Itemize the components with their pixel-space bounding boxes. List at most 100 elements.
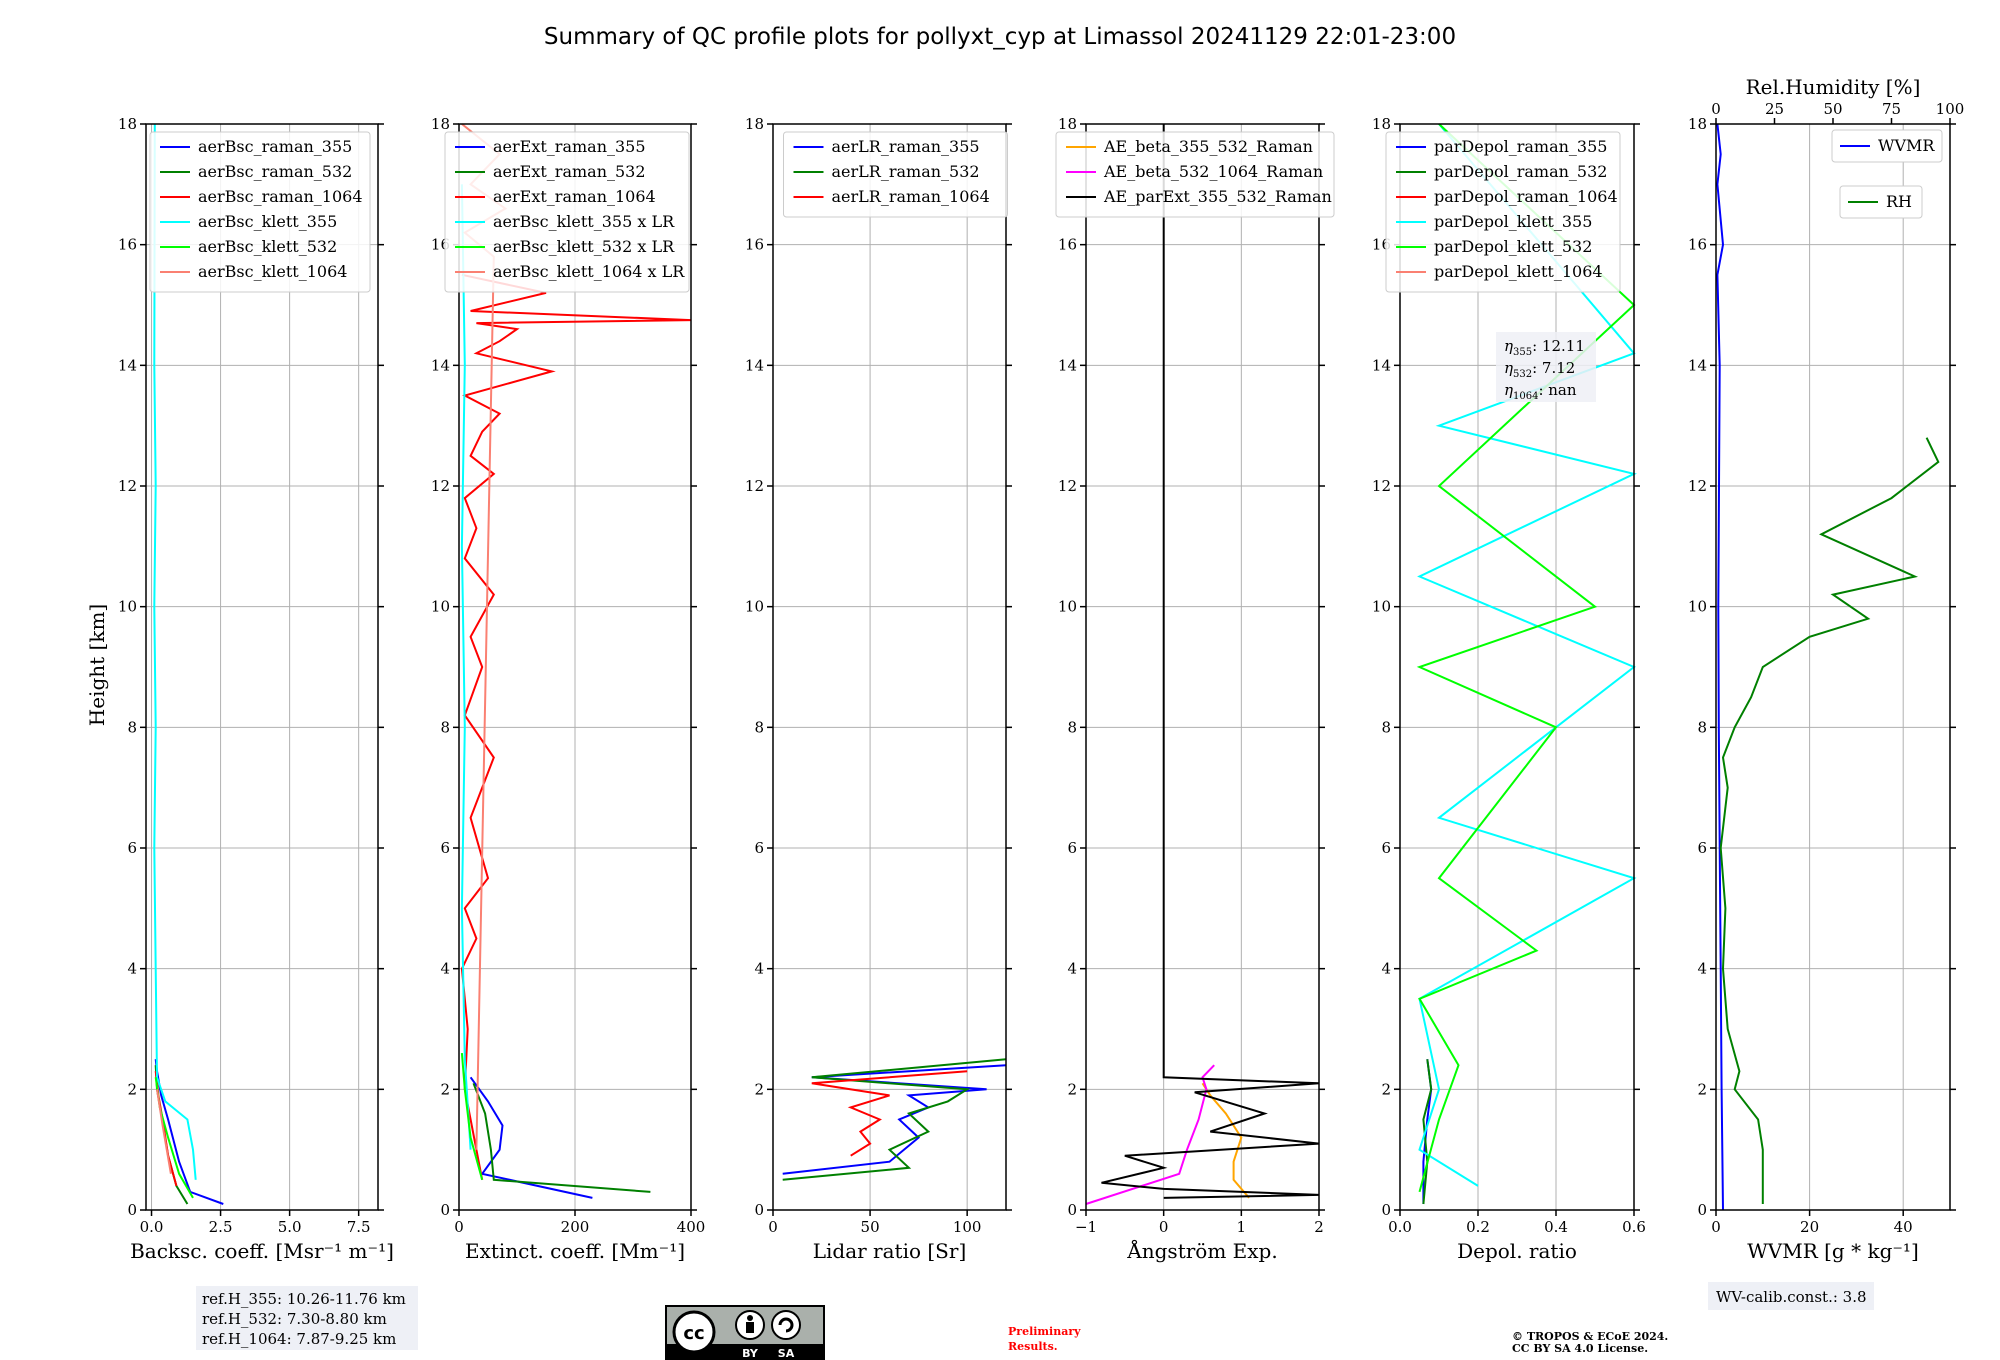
x-tick-label: 0.0 [1388,1218,1412,1236]
series-line-WVMR [1716,123,1725,1211]
y-tick-label: 10 [745,598,764,616]
legend-label: aerBsc_klett_532 [198,237,337,256]
legend-label: aerLR_raman_355 [832,137,980,156]
legend: AE_beta_355_532_Raman AE_beta_532_1064_Ra… [1055,131,1335,218]
y-tick-label: 0 [440,1201,450,1219]
legend-label: WVMR [1878,136,1935,155]
ref-h-355: ref.H_355: 10.26-11.76 km [202,1290,406,1308]
series-line-RH [1719,437,1940,1204]
y-tick-label: 16 [1058,236,1077,254]
y-tick-label: 16 [118,236,137,254]
legend-label: parDepol_raman_532 [1434,162,1607,181]
legend: parDepol_raman_355 parDepol_raman_532 parD… [1385,131,1621,293]
series-line-aerBsc_klett_355 [153,123,197,1180]
y-tick-label: 10 [1058,598,1077,616]
series-line-AE_parExt_355_532_Raman [1101,124,1320,1199]
top-x-axis-label: Rel.Humidity [%] [1746,75,1921,99]
y-tick-label: 0 [127,1201,137,1219]
series-line-aerBsc_klett_355 x LR [460,184,472,1150]
y-tick-label: 18 [1688,115,1707,133]
y-tick-label: 12 [431,477,450,495]
y-tick-label: 10 [1688,598,1707,616]
axes-frame [1399,123,1635,1211]
y-tick-label: 4 [127,960,137,978]
axes-frame [1085,123,1320,1211]
legend-label: parDepol_klett_1064 [1434,262,1603,281]
top-x-tick-label: 50 [1823,100,1842,118]
y-tick-label: 18 [1372,115,1391,133]
x-axis-label: Extinct. coeff. [Mm⁻¹] [465,1239,685,1263]
x-tick-label: 0.6 [1622,1218,1646,1236]
legend-label: RH [1886,192,1912,211]
x-tick-label: 0.0 [140,1218,164,1236]
preliminary-line1: Preliminary [1008,1325,1081,1338]
y-tick-label: 6 [1067,839,1077,857]
legend-label: aerBsc_raman_1064 [198,187,363,206]
y-tick-label: 6 [1697,839,1707,857]
series-line-aerExt_raman_355 [469,1076,593,1199]
series-line-aerExt_raman_532 [472,1082,651,1193]
top-x-tick-label: 100 [1936,100,1965,118]
y-tick-label: 6 [127,839,137,857]
y-tick-label: 4 [754,960,764,978]
top-x-tick-label: 0 [1711,100,1721,118]
sa-label: SA [778,1347,795,1360]
series-line-AE_beta_532_1064_Raman [1085,1064,1215,1205]
axes-frame [145,123,379,1211]
y-tick-label: 10 [431,598,450,616]
x-tick-label: 0 [768,1218,778,1236]
y-tick-label: 18 [431,115,450,133]
wv-calib-box: WV-calib.const.: 3.8 [1708,1282,1874,1310]
y-tick-label: 8 [1381,718,1391,736]
y-tick-label: 16 [1688,236,1707,254]
x-axis-label: Backsc. coeff. [Msr⁻¹ m⁻¹] [130,1239,394,1263]
y-tick-label: 8 [1067,718,1077,736]
y-tick-label: 18 [745,115,764,133]
y-tick-label: 8 [754,718,764,736]
y-tick-label: 14 [1688,356,1707,374]
y-tick-label: 0 [1067,1201,1077,1219]
eta-box: η355: 12.11 η532: 7.12 η1064: nan [1496,332,1596,402]
x-tick-label: 1 [1237,1218,1247,1236]
y-tick-label: 2 [127,1080,137,1098]
x-tick-label: 0.2 [1466,1218,1490,1236]
x-tick-label: 0 [1159,1218,1169,1236]
y-tick-label: 18 [1058,115,1077,133]
ref-h-1064: ref.H_1064: 7.87-9.25 km [202,1330,396,1348]
y-tick-label: 4 [440,960,450,978]
series-line-parDepol_klett_355 [1417,123,1637,1187]
legend-label: aerBsc_raman_532 [198,162,352,181]
legend-label: aerBsc_klett_355 [198,212,337,231]
svg-text:cc: cc [683,1323,704,1344]
y-tick-label: 4 [1067,960,1077,978]
x-tick-label: 2 [1314,1218,1324,1236]
series-line-aerLR_raman_532 [782,1058,1007,1181]
legend: aerBsc_raman_355 aerBsc_raman_532 aerBsc_r… [149,131,371,293]
series-line-parDepol_klett_532 [1416,123,1636,1193]
wv-calib-text: WV-calib.const.: 3.8 [1716,1288,1867,1306]
y-tick-label: 2 [1381,1080,1391,1098]
y-tick-label: 2 [1067,1080,1077,1098]
legend-label: aerExt_raman_355 [493,137,646,156]
y-tick-label: 4 [1381,960,1391,978]
by-label: BY [742,1347,759,1360]
cc-license-badge: cc BY SA [665,1305,825,1360]
series-line-aerLR_raman_355 [782,1064,1007,1175]
x-tick-label: 400 [677,1218,706,1236]
axes-frame [1715,123,1951,1211]
legend-rh: RH [1839,185,1923,219]
series-line-aerBsc_klett_1064 [156,1089,172,1174]
eta-355: η355: 12.11 [1504,337,1585,358]
y-tick-label: 18 [118,115,137,133]
legend-label: AE_beta_532_1064_Raman [1103,162,1323,181]
y-axis-label: Height [km] [85,604,109,726]
legend-label: AE_beta_355_532_Raman [1103,137,1313,156]
x-tick-label: 0 [1711,1218,1721,1236]
y-tick-label: 12 [1372,477,1391,495]
legend: aerLR_raman_355 aerLR_raman_532 aerLR_rama… [783,131,1008,218]
x-tick-label: 5.0 [278,1218,302,1236]
y-tick-label: 6 [754,839,764,857]
legend-label: aerExt_raman_1064 [493,187,656,206]
y-tick-label: 10 [1372,598,1391,616]
